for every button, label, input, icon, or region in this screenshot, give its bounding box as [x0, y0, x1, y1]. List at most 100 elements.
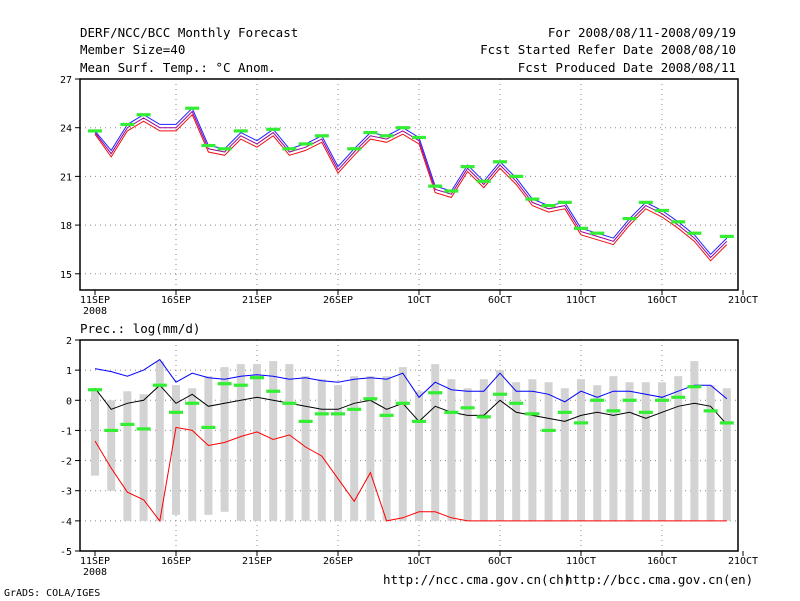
panel1-spread-bar	[285, 364, 294, 521]
panel0-marker-observed-reference	[541, 204, 556, 208]
panel1-line-min	[94, 426, 727, 523]
panel1-marker-observed-reference	[638, 410, 653, 414]
panel0-marker-observed-reference	[120, 122, 135, 127]
panel0-y-tick-label: 15	[60, 270, 72, 281]
panel0-marker-observed-reference	[217, 147, 232, 151]
panel0-marker-observed-reference	[201, 143, 216, 148]
software-credit: GrADS: COLA/IGES	[4, 588, 101, 599]
panel1-spread-bar	[382, 376, 391, 521]
panel1-spread-bar	[577, 379, 585, 521]
panel1-spread-bar	[91, 388, 99, 476]
panel1-spread-bar	[398, 367, 407, 521]
panel1-marker-observed-reference	[476, 415, 491, 419]
panel1-marker-observed-reference	[298, 419, 313, 423]
panel1-spread-bar	[706, 385, 715, 521]
panel1-marker-observed-reference	[217, 382, 232, 386]
panel0-x-tick-label: 11OCT	[566, 295, 596, 306]
panel1-marker-observed-reference	[590, 398, 605, 402]
panel1-spread-bar	[512, 382, 521, 521]
panel1-marker-observed-reference	[136, 427, 151, 431]
panel1-marker-observed-reference	[347, 407, 362, 411]
panel0-x-tick-label: 21OCT	[728, 295, 758, 306]
panel1-marker-observed-reference	[574, 421, 588, 425]
panel1-x-tick-label: 16OCT	[647, 556, 677, 567]
panel1-y-tick-label: 2	[66, 336, 72, 347]
panel1-spread-bar	[350, 376, 359, 521]
panel1-marker-observed-reference	[557, 410, 572, 414]
panel1-marker-observed-reference	[655, 398, 669, 402]
panel1-x-tick-label: 11OCT	[566, 556, 596, 567]
panel0-marker-observed-reference	[638, 200, 653, 204]
forecast-started-date: Fcst Started Refer Date 2008/08/10	[480, 42, 736, 57]
panel1-marker-observed-reference	[428, 391, 443, 395]
panel1-spread-bar	[253, 364, 261, 521]
panel0-x-tick-label: 1OCT	[407, 295, 431, 306]
panel0-marker-observed-reference	[557, 200, 572, 204]
panel1-marker-observed-reference	[622, 398, 637, 402]
panel0-y-tick-label: 24	[60, 124, 72, 135]
panel1-marker-observed-reference	[509, 401, 524, 405]
panel0-marker-observed-reference	[622, 216, 637, 221]
panel1-y-tick-label: 0	[66, 396, 72, 407]
panel0-marker-observed-reference	[590, 231, 605, 235]
panel1-marker-observed-reference	[120, 422, 135, 426]
panel1-x-tick-label: 1OCT	[407, 556, 431, 567]
panel1-spread-bar	[641, 382, 650, 521]
panel0-marker-observed-reference	[509, 174, 524, 178]
panel1-spread-bar	[544, 382, 553, 521]
panel1-marker-observed-reference	[606, 409, 621, 413]
panel0-marker-observed-reference	[687, 231, 702, 235]
panel1-spread-bar	[415, 391, 423, 521]
panel0-line-ensemble-mean	[94, 110, 728, 259]
panel0-marker-observed-reference	[363, 130, 378, 135]
panel1-spread-bar	[317, 379, 326, 521]
panel0-y-tick-label: 27	[60, 75, 72, 86]
panel1-spread-bar	[690, 361, 699, 521]
panel1-marker-observed-reference	[185, 401, 200, 405]
panel0-marker-observed-reference	[476, 179, 491, 183]
panel1-x-year-label: 2008	[83, 567, 107, 578]
panel1-marker-observed-reference	[201, 425, 216, 430]
panel0-x-year-label: 2008	[83, 306, 107, 317]
panel0-x-tick-label: 16OCT	[647, 295, 677, 306]
panel1-marker-observed-reference	[282, 401, 297, 405]
panel1-marker-observed-reference	[250, 376, 264, 380]
panel0-frame	[79, 78, 739, 291]
panel0-marker-observed-reference	[671, 220, 686, 224]
panel1-x-tick-label: 21SEP	[242, 556, 272, 567]
panel1-spread-bar	[236, 364, 245, 521]
panel0-marker-observed-reference	[655, 208, 669, 213]
panel0-marker-observed-reference	[266, 127, 281, 131]
panel1-spread-bar	[658, 382, 666, 521]
panel1-spread-bar	[593, 385, 602, 521]
panel0-marker-observed-reference	[88, 129, 102, 133]
panel1-marker-observed-reference	[314, 412, 329, 416]
panel0-marker-observed-reference	[233, 129, 248, 133]
panel1-spread-bar	[334, 385, 342, 521]
panel1-marker-observed-reference	[687, 385, 702, 389]
panel1-marker-observed-reference	[719, 421, 734, 425]
panel0-line-upper-member	[94, 107, 728, 256]
panel1-marker-observed-reference	[169, 410, 183, 414]
panel0-marker-observed-reference	[282, 147, 297, 151]
url-chinese: http://ncc.cma.gov.cn(ch)	[383, 572, 572, 587]
panel1-marker-observed-reference	[671, 395, 686, 399]
panel1-x-tick-label: 11SEP	[80, 556, 110, 567]
panel1-marker-observed-reference	[363, 397, 378, 401]
panel0-marker-observed-reference	[314, 134, 329, 138]
panel0-marker-observed-reference	[412, 135, 426, 140]
url-english: http://bcc.cma.gov.cn(en)	[565, 572, 754, 587]
panel1-spread-bar	[172, 385, 180, 515]
precip-panel-title: Prec.: log(mm/d)	[80, 321, 201, 336]
panel1-spread-bar	[431, 364, 440, 521]
panel1-spread-bar	[609, 376, 618, 521]
panel1-spread-bar	[301, 376, 310, 521]
panel0-marker-observed-reference	[136, 113, 151, 117]
panel0-x-tick-label: 26SEP	[323, 295, 353, 306]
panel1-y-tick-label: -3	[60, 487, 72, 498]
panel0-marker-observed-reference	[185, 106, 200, 110]
panel1-marker-observed-reference	[493, 392, 507, 396]
panel1-x-tick-label: 21OCT	[728, 556, 758, 567]
panel1-spread-bar	[463, 388, 472, 521]
